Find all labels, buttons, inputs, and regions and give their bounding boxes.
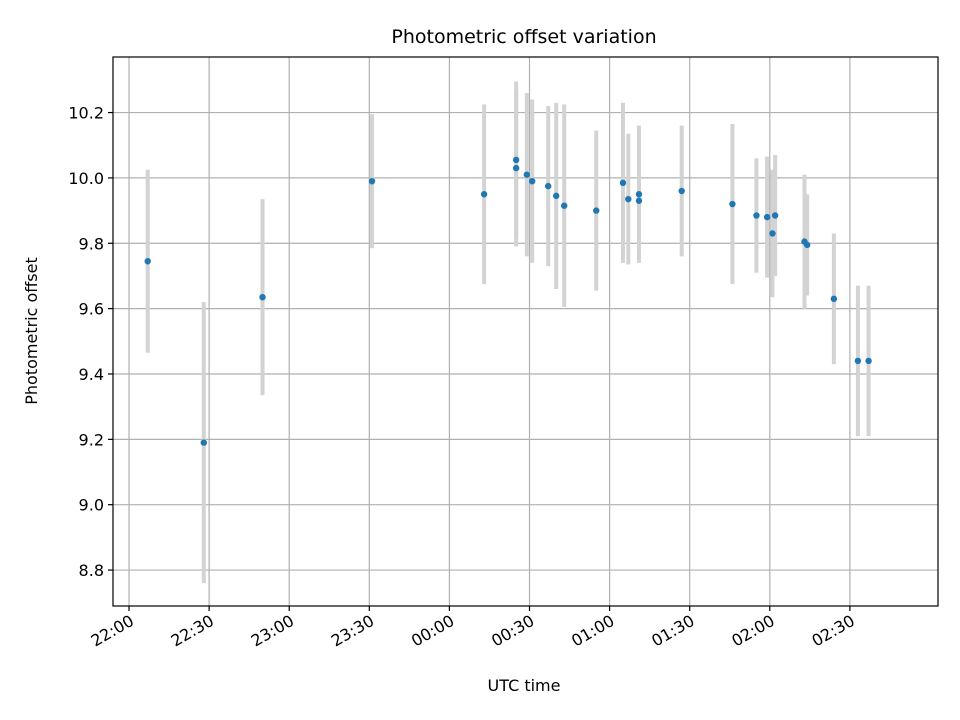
data-point (512, 156, 520, 164)
data-point (523, 171, 531, 178)
y-axis-ticks: 8.8 9.0 9.2 9.4 9.6 9.8 10.0 10.2 (68, 104, 113, 580)
chart-title: Photometric offset variation (391, 26, 656, 48)
data-point (771, 212, 779, 219)
data-point (803, 241, 811, 249)
y-tick-label: 10.2 (68, 104, 104, 123)
data-point (678, 187, 685, 195)
data-point (553, 192, 560, 200)
x-axis-label: UTC time (488, 676, 561, 695)
data-point (753, 212, 760, 219)
data-point (480, 191, 488, 198)
data-point (561, 202, 568, 209)
y-tick-label: 9.8 (79, 234, 104, 253)
y-axis-label: Photometric offset (22, 257, 41, 405)
data-point (769, 230, 776, 237)
y-tick-label: 9.2 (79, 430, 104, 449)
plot-frame (112, 56, 939, 607)
y-tick-label: 9.0 (79, 496, 104, 515)
data-point (512, 164, 520, 172)
data-point (865, 357, 872, 365)
y-tick-label: 10.0 (68, 169, 104, 188)
data-point (763, 213, 771, 221)
data-point (544, 182, 552, 190)
y-tick-label: 9.4 (79, 365, 104, 384)
y-tick-label: 9.6 (79, 300, 104, 319)
data-points (144, 156, 872, 446)
data-point (635, 197, 643, 204)
data-point (200, 439, 207, 446)
data-point (619, 179, 627, 187)
data-point (625, 195, 632, 203)
data-point (259, 293, 266, 301)
data-point (830, 295, 838, 303)
data-point (368, 177, 376, 185)
data-point (854, 357, 862, 365)
data-point (144, 258, 151, 265)
data-point (635, 191, 643, 198)
y-tick-label: 8.8 (79, 561, 104, 580)
data-point (528, 177, 536, 185)
data-point (729, 200, 736, 208)
data-point (593, 207, 600, 214)
